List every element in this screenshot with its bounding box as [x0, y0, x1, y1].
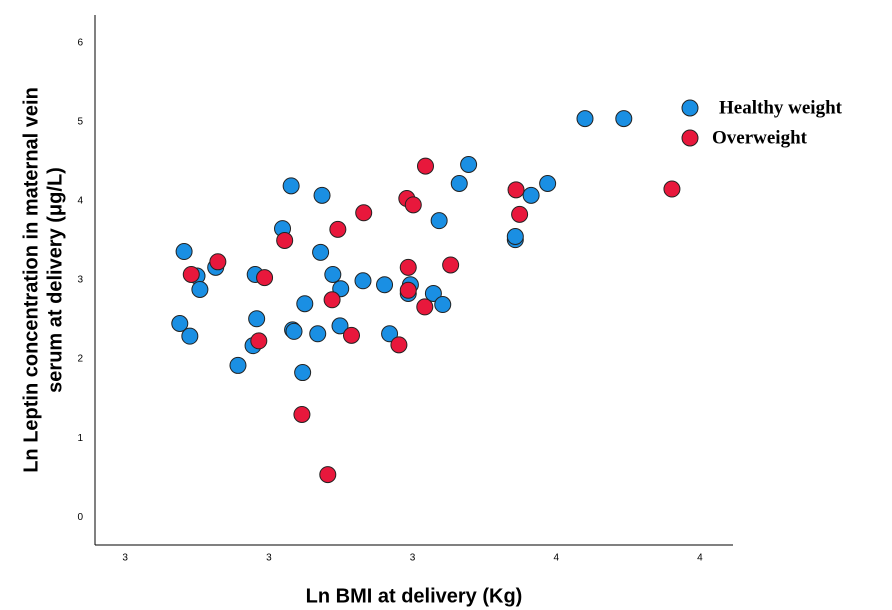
- x-tick-label: 3: [266, 553, 272, 564]
- legend-label: Healthy weight: [719, 97, 843, 118]
- point: [331, 317, 349, 335]
- y-tick-label: 3: [77, 275, 83, 286]
- point: [229, 356, 247, 374]
- y-tick-label: 0: [77, 512, 83, 523]
- point: [342, 326, 360, 344]
- point: [191, 280, 209, 298]
- point: [276, 231, 294, 249]
- point: [663, 180, 681, 198]
- point: [256, 269, 274, 287]
- point: [424, 284, 442, 302]
- point: [539, 174, 557, 192]
- point: [450, 174, 468, 192]
- point: [416, 157, 434, 175]
- x-axis-title: Ln BMI at delivery (Kg): [306, 585, 523, 607]
- point: [576, 110, 594, 128]
- point: [507, 181, 525, 199]
- point: [313, 186, 331, 204]
- point: [506, 227, 524, 245]
- point: [399, 281, 417, 299]
- legend-label: Overweight: [712, 127, 808, 148]
- point: [390, 336, 408, 354]
- point: [296, 295, 314, 313]
- y-tick-label: 6: [77, 37, 83, 48]
- point: [323, 291, 341, 309]
- point: [312, 243, 330, 261]
- point: [324, 265, 342, 283]
- point: [404, 196, 422, 214]
- y-tick-label: 5: [77, 116, 83, 127]
- point: [615, 110, 633, 128]
- point: [376, 276, 394, 294]
- point: [399, 258, 417, 276]
- y-axis-title-line: Ln Leptin concentration in maternal vein: [20, 87, 42, 473]
- y-axis-title: Ln Leptin concentration in maternal vein…: [20, 87, 66, 473]
- point: [171, 315, 189, 333]
- y-tick-label: 4: [77, 196, 83, 207]
- y-tick-label: 2: [77, 354, 83, 365]
- x-tick-label: 3: [122, 553, 128, 564]
- point: [248, 310, 266, 328]
- point: [293, 405, 311, 423]
- x-tick-label: 3: [410, 553, 416, 564]
- y-tick-label: 1: [77, 433, 83, 444]
- point: [294, 364, 312, 382]
- point: [522, 186, 540, 204]
- point: [329, 220, 347, 238]
- x-tick-label: 4: [697, 553, 703, 564]
- point: [250, 332, 268, 350]
- point: [209, 253, 227, 271]
- point: [282, 177, 300, 195]
- point: [181, 327, 199, 345]
- point: [354, 272, 372, 290]
- point: [182, 265, 200, 283]
- point: [355, 204, 373, 222]
- y-axis-title-line: serum at delivery (μg/L): [44, 167, 66, 393]
- point: [381, 325, 399, 343]
- legend-marker: [681, 129, 699, 147]
- point: [175, 243, 193, 261]
- x-tick-label: 4: [553, 553, 559, 564]
- point: [442, 256, 460, 274]
- point: [460, 156, 478, 174]
- point: [434, 296, 452, 314]
- point: [285, 322, 303, 340]
- point: [319, 466, 337, 484]
- legend-marker: [681, 99, 699, 117]
- point: [430, 212, 448, 230]
- point: [309, 325, 327, 343]
- point: [511, 205, 529, 223]
- point: [416, 298, 434, 316]
